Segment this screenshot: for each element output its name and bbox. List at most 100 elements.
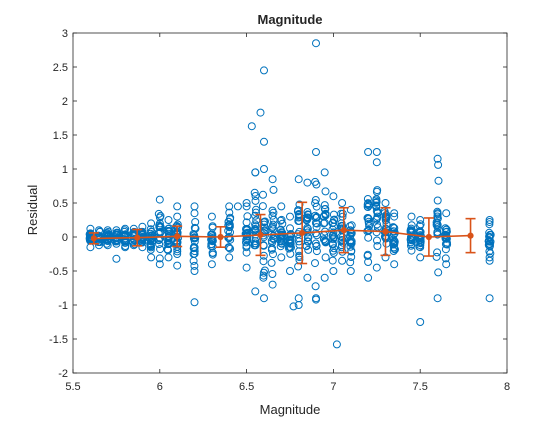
data-point [433,154,442,163]
data-point [434,176,443,185]
data-point [147,253,156,262]
data-point [155,195,164,204]
data-point [390,212,399,221]
data-point [329,216,338,224]
data-point [190,298,199,307]
data-point [95,226,103,235]
data-point [416,239,425,248]
data-point [311,199,320,208]
data-point [347,253,356,261]
data-point [103,241,112,250]
trend-point [299,229,306,237]
data-point [372,148,381,156]
data-point [302,242,311,251]
data-point [294,294,303,303]
data-point [242,199,251,207]
data-point [252,205,260,214]
data-point [303,233,312,242]
data-point [320,205,329,214]
trend-point [90,235,97,242]
data-point [407,246,416,255]
data-point [260,66,268,75]
data-point [303,237,312,246]
data-point [312,39,320,48]
data-point [277,253,286,262]
data-point [276,216,285,225]
data-point [442,260,451,269]
data-point [207,212,216,221]
data-point [243,225,252,234]
data-point [303,178,312,187]
data-point [260,165,268,173]
data-point [312,295,320,304]
data-point [389,227,398,236]
data-point [407,221,416,230]
data-point [442,227,451,236]
trend-point [257,231,264,239]
data-point [328,256,337,265]
data-point [312,180,321,189]
data-point [346,242,355,251]
data-point [268,224,277,233]
data-point [260,294,268,303]
data-point [311,282,320,291]
data-point [347,238,355,247]
data-point [173,261,182,270]
data-point [390,260,399,269]
data-point [390,209,399,218]
data-point [432,252,441,261]
data-point [329,192,338,201]
data-point [269,185,278,194]
y-tick-label: -2 [58,368,68,380]
data-point [286,212,294,221]
data-point [267,258,276,267]
data-point [155,260,164,269]
data-point [364,217,373,226]
x-tick-label: 7 [330,381,336,393]
data-point [441,254,450,263]
data-point [268,206,277,215]
data-point [338,212,347,221]
data-point [277,235,286,244]
data-point [241,229,250,238]
data-point [332,340,341,349]
data-point [485,228,494,237]
data-point [304,237,313,246]
data-point [363,251,372,260]
x-tick-label: 6.5 [239,381,254,393]
data-point [415,227,424,236]
data-point [304,245,313,254]
data-point [294,175,303,184]
data-point [381,199,390,207]
data-point [347,246,356,255]
data-point [372,158,381,167]
data-point [260,137,268,146]
data-point [250,188,259,197]
data-point [251,211,260,220]
data-point [164,216,173,224]
data-point [320,168,329,177]
data-point [285,235,294,244]
data-point [312,247,321,256]
data-point [190,247,199,256]
data-point [146,245,155,254]
data-point [416,253,425,262]
y-tick-label: -0.5 [49,266,68,278]
data-point [312,241,321,250]
data-point [346,236,354,245]
data-point [433,220,442,229]
data-point [225,202,234,211]
trend-line [93,229,471,240]
data-point [224,217,233,226]
data-point [311,259,319,268]
data-point [391,245,399,254]
data-point [346,267,355,275]
data-point [303,223,312,232]
data-point [434,160,443,169]
y-tick-label: 2.5 [53,62,68,74]
data-point [329,267,338,275]
data-point [312,223,321,232]
data-point [259,257,268,266]
data-point [276,237,285,245]
